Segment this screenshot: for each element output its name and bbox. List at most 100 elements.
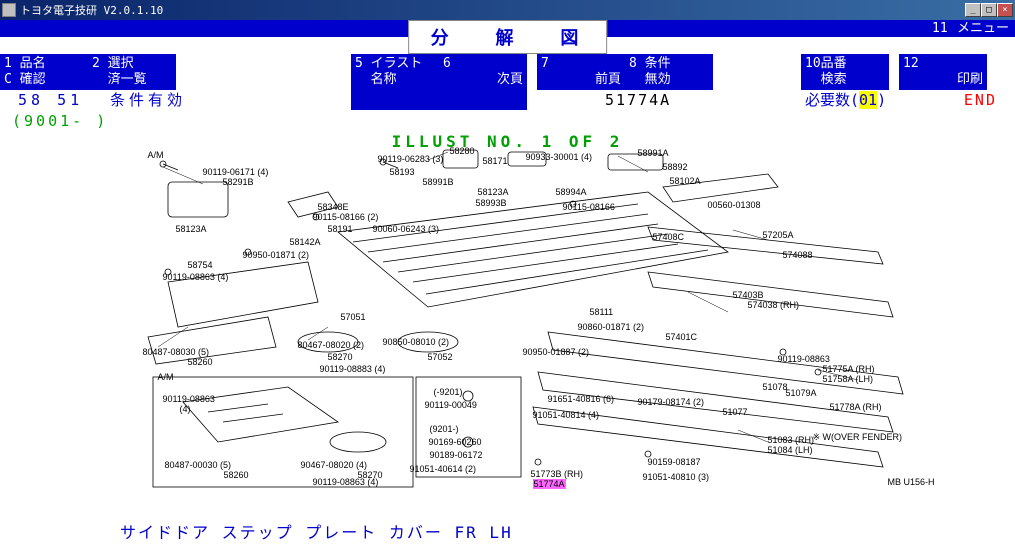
window-titlebar: トヨタ電子技研 V2.0.1.10 _ □ × (0, 0, 1015, 20)
part-description: サイドドア ステップ プレート カバー FR LH (120, 519, 513, 543)
partno-search-button[interactable]: 10品番 検索 (801, 54, 889, 90)
selected-list-button[interactable]: 2 選択 済一覧 (88, 54, 176, 90)
toolbar-gap-1 (176, 54, 351, 90)
status-required: 必要数(01) (805, 90, 886, 110)
btn11-num: 11 (932, 21, 948, 37)
diagram-area: ILLUST NO. 1 OF 2 (8, 132, 1008, 522)
app-icon (2, 3, 16, 17)
part-label: 90860-01871 (2) (578, 322, 645, 332)
part-label: 51775A (RH) (823, 364, 875, 374)
part-label: 91051-40814 (4) (533, 410, 600, 420)
part-label: 51078 (763, 382, 788, 392)
b10-num: 10 (805, 56, 821, 71)
illust-title: ILLUST NO. 1 OF 2 (392, 132, 624, 151)
b7-num: 7 (541, 56, 549, 71)
part-label: 51773B (RH) (531, 469, 584, 479)
part-label: 91651-40816 (6) (548, 394, 615, 404)
part-label: 90119-08863 (778, 354, 830, 364)
part-label: 90850-08010 (2) (383, 337, 450, 347)
part-label: 57403B (733, 290, 764, 300)
part-label: 58991B (423, 177, 454, 187)
b2-l2: 済一覧 (108, 72, 147, 87)
status-code: 58 51 (18, 90, 83, 110)
part-label: 51758A (LH) (823, 374, 874, 384)
b10-l1: 品番 (821, 56, 847, 71)
b10-l2: 検索 (821, 72, 847, 87)
titlebar-left: トヨタ電子技研 V2.0.1.10 (2, 2, 163, 18)
part-label: 58348E (318, 202, 349, 212)
part-label: 51077 (723, 407, 748, 417)
confirm-name-button[interactable]: 1 品名 C 確認 (0, 54, 88, 90)
part-label: 91051-40810 (3) (643, 472, 710, 482)
close-button[interactable]: × (997, 3, 1013, 17)
part-label: 58142A (290, 237, 321, 247)
req-count: 01 (859, 91, 877, 109)
part-label: 57401C (666, 332, 698, 342)
b8-l1: 条件 (645, 56, 671, 71)
b7-l2: 前頁 (595, 72, 621, 87)
part-label: 00560-01308 (708, 200, 761, 210)
b1-l1: 品名 (20, 56, 46, 71)
part-label: 574088 (783, 250, 813, 260)
b1-num: 1 (4, 56, 12, 71)
illust-name-button[interactable]: 5 イラスト 名称 (351, 54, 439, 90)
page-title: 分 解 図 (408, 20, 608, 54)
part-label: 90950-01887 (2) (523, 347, 590, 357)
part-label: 58193 (390, 167, 415, 177)
part-label: 90115-08166 (2) (313, 212, 379, 222)
part-label: A/M (158, 372, 174, 382)
part-label: 58123A (478, 187, 509, 197)
window-title: トヨタ電子技研 V2.0.1.10 (20, 2, 163, 18)
part-label: 58102A (670, 176, 701, 186)
part-label: 90060-06243 (3) (373, 224, 440, 234)
req-close: ) (877, 91, 886, 109)
print-button[interactable]: 12 印刷 (899, 54, 987, 90)
part-label: 90933-30001 (4) (526, 152, 593, 162)
b1-pre: C (4, 72, 12, 87)
part-label: 90115-08166 (563, 202, 615, 212)
condition-disable-button[interactable]: 8 条件 無効 (625, 54, 713, 90)
minimize-button[interactable]: _ (965, 3, 981, 17)
titlebar-buttons: _ □ × (965, 3, 1013, 17)
status-row: 58 51 条件有効 51774A 必要数(01) END (0, 90, 1015, 110)
toolbar-gap-2 (527, 54, 537, 90)
part-label: 58994A (556, 187, 587, 197)
part-label: 58111 (590, 307, 614, 317)
part-label: 574038 (RH) (748, 300, 800, 310)
part-label: 51079A (786, 388, 817, 398)
part-label: 57051 (341, 312, 366, 322)
part-label: (4) (180, 404, 191, 414)
part-label: MB U156-H (888, 477, 935, 487)
next-page-button[interactable]: 6 次頁 (439, 54, 527, 90)
part-label: 58291B (223, 177, 254, 187)
part-label: 58991A (638, 148, 669, 158)
part-label: 90159-08187 (648, 457, 701, 467)
part-label: 58260 (224, 470, 249, 480)
prev-page-button[interactable]: 7 前頁 (537, 54, 625, 90)
toolbar: 1 品名 C 確認 2 選択 済一覧 5 イラスト 名称 6 次頁 7 前頁 8… (0, 54, 1015, 90)
b5-num: 5 (355, 56, 363, 71)
b5-l1: イラスト (371, 56, 423, 71)
part-label: 90950-01871 (2) (243, 250, 310, 260)
b6-l2: 次頁 (497, 72, 523, 87)
b1-l2: 確認 (20, 72, 46, 87)
b12-l2: 印刷 (957, 72, 983, 87)
maximize-button[interactable]: □ (981, 3, 997, 17)
req-label: 必要数( (805, 91, 859, 109)
part-label: 90119-08863 (4) (313, 477, 379, 487)
part-label: 80467-08020 (2) (298, 340, 365, 350)
b12-num: 12 (903, 56, 919, 71)
highlighted-part-label[interactable]: 51774A (533, 479, 566, 489)
header-row: 分 解 図 11 メニュー (0, 37, 1015, 54)
part-label: (-9201) (434, 387, 463, 397)
part-label: 51778A (RH) (830, 402, 882, 412)
status-end: END (964, 90, 997, 110)
part-label: 90119-08863 (163, 394, 215, 404)
part-label: 90467-08020 (4) (301, 460, 368, 470)
menu-button[interactable]: 11 メニュー (928, 20, 1013, 37)
b2-l1: 選択 (108, 56, 134, 71)
part-label: 58171 (483, 156, 508, 166)
b5-l2: 名称 (371, 72, 397, 87)
part-label: 57205A (763, 230, 794, 240)
part-label: A/M (148, 150, 164, 160)
